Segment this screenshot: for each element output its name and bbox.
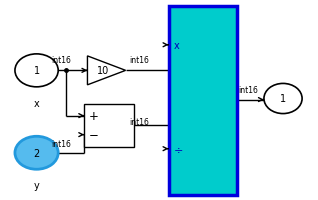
Text: int16: int16 <box>51 56 71 65</box>
Text: int16: int16 <box>238 86 258 95</box>
Ellipse shape <box>264 84 302 114</box>
Polygon shape <box>87 57 126 85</box>
Text: 2: 2 <box>33 148 40 158</box>
Text: 1: 1 <box>33 66 40 76</box>
Ellipse shape <box>15 137 58 169</box>
Text: y: y <box>34 180 39 190</box>
Text: int16: int16 <box>130 117 150 126</box>
Text: int16: int16 <box>51 139 71 148</box>
Bar <box>169 7 237 195</box>
Bar <box>84 104 134 147</box>
Text: x: x <box>174 41 179 51</box>
Text: +: + <box>89 110 99 123</box>
Text: x: x <box>34 98 39 108</box>
Text: 10: 10 <box>97 66 110 76</box>
Text: int16: int16 <box>130 56 150 65</box>
Text: −: − <box>89 128 99 141</box>
Ellipse shape <box>15 55 58 87</box>
Text: 1: 1 <box>280 94 286 104</box>
Text: ÷: ÷ <box>174 144 183 154</box>
